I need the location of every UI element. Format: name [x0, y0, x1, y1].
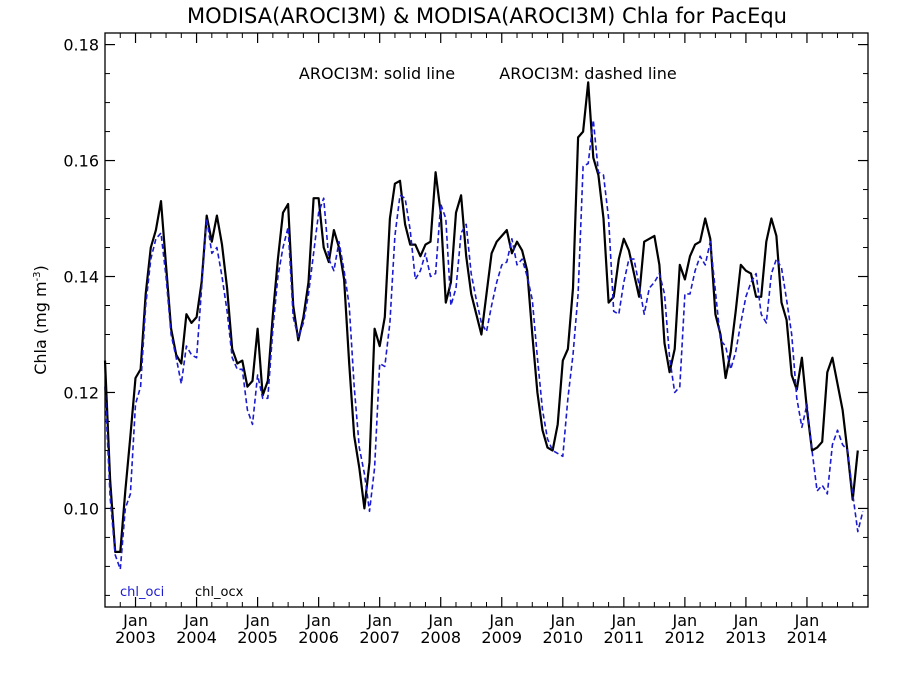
- x-tick-year: 2003: [115, 628, 156, 647]
- y-tick-label: 0.12: [63, 383, 99, 402]
- x-tick-month: Jan: [794, 611, 820, 630]
- x-tick-year: 2011: [603, 628, 644, 647]
- x-tick-month: Jan: [305, 611, 331, 630]
- y-axis-label-exponent: -3: [32, 271, 43, 281]
- legend-chl-ocx: chl_ocx: [195, 585, 244, 600]
- series-line-chl-ocx: [103, 81, 859, 554]
- y-tick-label: 0.16: [63, 152, 99, 171]
- y-tick-label: 0.10: [63, 499, 99, 518]
- x-tick-year: 2008: [420, 628, 461, 647]
- annotation-dashed: AROCI3M: dashed line: [499, 64, 676, 83]
- series-line-chl-oci: [104, 119, 864, 571]
- y-axis-label: Chla (mg m-3): [31, 265, 50, 375]
- annotation-solid: AROCI3M: solid line: [299, 64, 455, 83]
- x-tick-year: 2005: [237, 628, 278, 647]
- y-axis-ticks: 0.10 0.12 0.14 0.16 0.18: [63, 36, 868, 596]
- x-tick-month: Jan: [183, 611, 209, 630]
- x-tick-month: Jan: [427, 611, 453, 630]
- x-tick-year: 2009: [481, 628, 522, 647]
- x-tick-year: 2004: [176, 628, 217, 647]
- chart-title: MODISA(AROCI3M) & MODISA(AROCI3M) Chla f…: [187, 4, 787, 28]
- x-axis-ticks: Jan2003Jan2004Jan2005Jan2006Jan2007Jan20…: [115, 33, 854, 647]
- x-tick-year: 2012: [665, 628, 706, 647]
- series-lines: [103, 81, 864, 571]
- x-tick-month: Jan: [488, 611, 514, 630]
- y-tick-label: 0.14: [63, 268, 99, 287]
- x-tick-year: 2013: [726, 628, 767, 647]
- legend-chl-oci: chl_oci: [120, 585, 164, 600]
- y-axis-label-close: ): [31, 265, 50, 271]
- x-tick-month: Jan: [122, 611, 148, 630]
- y-tick-label: 0.18: [63, 36, 99, 55]
- x-tick-month: Jan: [672, 611, 698, 630]
- x-tick-month: Jan: [244, 611, 270, 630]
- x-tick-year: 2007: [359, 628, 400, 647]
- x-tick-year: 2010: [542, 628, 583, 647]
- plot-frame: [104, 32, 869, 608]
- x-tick-year: 2006: [298, 628, 339, 647]
- y-axis-label-base: Chla (mg m: [31, 281, 50, 374]
- x-tick-year: 2014: [787, 628, 828, 647]
- x-tick-month: Jan: [611, 611, 637, 630]
- x-tick-month: Jan: [549, 611, 575, 630]
- x-tick-month: Jan: [733, 611, 759, 630]
- x-tick-month: Jan: [366, 611, 392, 630]
